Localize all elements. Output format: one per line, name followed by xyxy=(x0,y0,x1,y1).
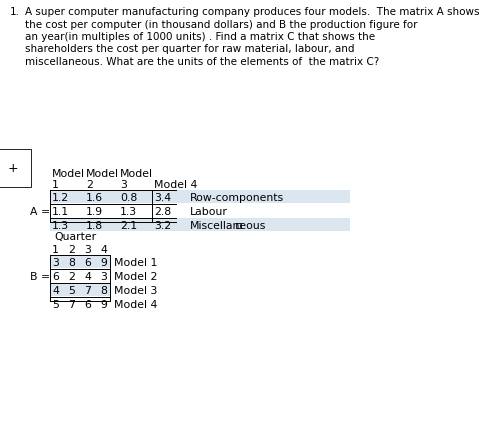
Bar xyxy=(50,190,350,204)
Bar xyxy=(50,219,350,231)
Text: 1: 1 xyxy=(52,245,59,254)
Text: +: + xyxy=(8,161,19,175)
Text: 3.2: 3.2 xyxy=(154,221,171,230)
Text: miscellaneous. What are the units of the elements of  the matrix C?: miscellaneous. What are the units of the… xyxy=(25,57,379,67)
Text: 1.3: 1.3 xyxy=(52,221,69,230)
Text: 6: 6 xyxy=(52,271,59,281)
Text: 4: 4 xyxy=(84,271,91,281)
Text: 5: 5 xyxy=(68,285,75,295)
Text: 6: 6 xyxy=(84,299,91,309)
Text: Miscellaneous: Miscellaneous xyxy=(190,221,267,230)
Text: 1.3: 1.3 xyxy=(120,207,137,216)
Text: 7: 7 xyxy=(84,285,91,295)
Text: 1.1: 1.1 xyxy=(52,207,69,216)
Text: the cost per computer (in thousand dollars) and B the production figure for: the cost per computer (in thousand dolla… xyxy=(25,20,417,29)
Text: 4: 4 xyxy=(52,285,59,295)
Text: B =: B = xyxy=(30,271,50,281)
Text: 1.2: 1.2 xyxy=(52,193,69,202)
Text: 3: 3 xyxy=(100,271,107,281)
Text: 2: 2 xyxy=(68,271,75,281)
Text: Row-components: Row-components xyxy=(190,193,284,202)
Text: 2.1: 2.1 xyxy=(120,221,137,230)
Text: Model 2: Model 2 xyxy=(114,271,157,281)
Text: 9: 9 xyxy=(100,257,107,268)
Text: 1.9: 1.9 xyxy=(86,207,103,216)
Text: 8: 8 xyxy=(68,257,75,268)
Text: Model: Model xyxy=(86,169,119,178)
Text: 3: 3 xyxy=(52,257,59,268)
Text: Model 4: Model 4 xyxy=(154,180,197,190)
Text: 7: 7 xyxy=(68,299,75,309)
Text: Model: Model xyxy=(52,169,85,178)
Text: Model 4: Model 4 xyxy=(114,299,157,309)
Text: Model 1: Model 1 xyxy=(114,257,157,268)
Text: an year(in multiples of 1000 units) . Find a matrix C that shows the: an year(in multiples of 1000 units) . Fi… xyxy=(25,32,375,42)
Bar xyxy=(50,283,111,296)
Text: 6: 6 xyxy=(84,257,91,268)
Text: 2.8: 2.8 xyxy=(154,207,171,216)
Text: 9: 9 xyxy=(100,299,107,309)
Text: 8: 8 xyxy=(100,285,107,295)
Text: 2: 2 xyxy=(68,245,75,254)
Text: 3: 3 xyxy=(120,180,127,190)
Text: 4: 4 xyxy=(100,245,107,254)
Text: 0.8: 0.8 xyxy=(120,193,137,202)
Text: 1.8: 1.8 xyxy=(86,221,103,230)
Text: 2: 2 xyxy=(86,180,93,190)
Text: Labour: Labour xyxy=(190,207,228,216)
Text: 1: 1 xyxy=(52,180,59,190)
Text: Quarter: Quarter xyxy=(54,231,96,242)
Text: Model: Model xyxy=(120,169,153,178)
Bar xyxy=(50,256,111,268)
Text: A =: A = xyxy=(30,207,50,216)
Text: 3: 3 xyxy=(84,245,91,254)
Text: 1.6: 1.6 xyxy=(86,193,103,202)
Text: shareholders the cost per quarter for raw material, labour, and: shareholders the cost per quarter for ra… xyxy=(25,44,355,55)
Text: Model 3: Model 3 xyxy=(114,285,157,295)
Text: A super computer manufacturing company produces four models.  The matrix A shows: A super computer manufacturing company p… xyxy=(25,7,479,17)
Text: 1.: 1. xyxy=(10,7,20,17)
Text: 3.4: 3.4 xyxy=(154,193,171,202)
Bar xyxy=(236,224,241,228)
Text: 5: 5 xyxy=(52,299,59,309)
